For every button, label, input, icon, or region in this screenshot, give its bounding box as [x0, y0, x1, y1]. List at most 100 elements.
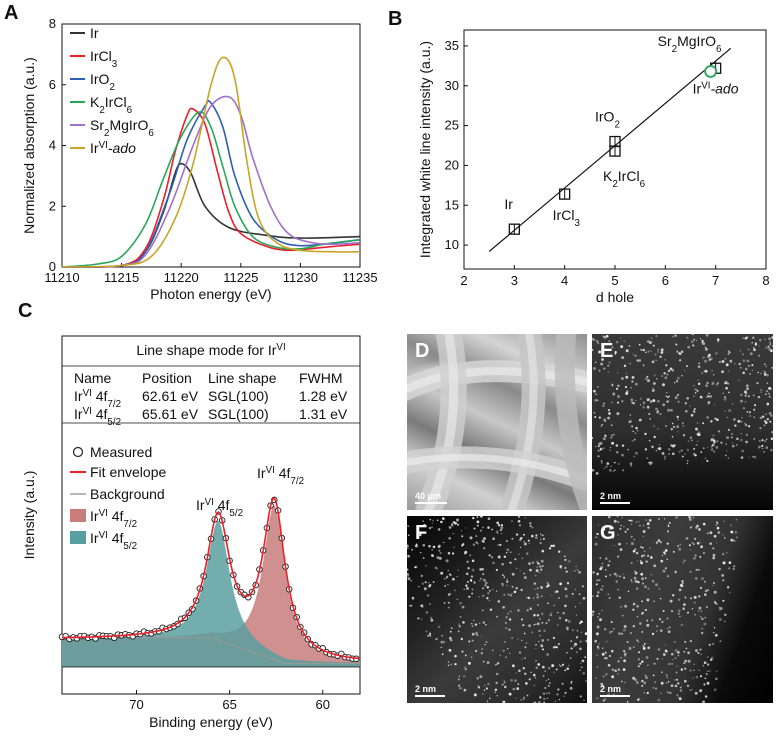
- atom-dot: [769, 341, 772, 343]
- atom-dot: [495, 590, 498, 592]
- atom-dot: [476, 520, 480, 524]
- atom-dot: [600, 682, 604, 686]
- atom-dot: [646, 619, 649, 622]
- atom-dot: [543, 629, 546, 632]
- atom-dot: [720, 607, 723, 610]
- atom-dot: [608, 560, 611, 563]
- atom-dot: [677, 612, 681, 615]
- atom-dot: [473, 693, 477, 697]
- atom-dot: [640, 554, 644, 558]
- atom-dot: [536, 595, 540, 599]
- atom-dot: [597, 616, 599, 618]
- atom-dot: [526, 694, 529, 697]
- atom-dot: [458, 675, 461, 677]
- atom-dot: [710, 448, 714, 451]
- atom-dot: [638, 524, 642, 527]
- atom-dot: [739, 366, 742, 369]
- atom-dot: [691, 542, 694, 545]
- atom-dot: [457, 684, 461, 688]
- atom-dot: [670, 408, 673, 412]
- atom-dot: [552, 544, 556, 548]
- atom-dot: [464, 666, 466, 668]
- legend-label-a: IrCl3: [90, 48, 118, 70]
- atom-dot: [596, 645, 599, 648]
- atom-dot: [484, 643, 486, 646]
- atom-dot: [728, 567, 731, 570]
- atom-dot: [430, 619, 434, 622]
- atom-dot: [655, 378, 658, 380]
- atom-dot: [593, 411, 596, 414]
- legend-label-a: IrO2: [90, 71, 115, 93]
- atom-dot: [709, 395, 713, 398]
- atom-dot: [522, 698, 525, 701]
- atom-dot: [565, 626, 569, 630]
- atom-dot: [703, 661, 707, 665]
- atom-dot: [538, 629, 541, 633]
- atom-dot: [474, 623, 478, 627]
- atom-dot: [460, 529, 463, 532]
- atom-dot: [509, 652, 511, 655]
- atom-dot: [676, 393, 680, 396]
- atom-dot: [452, 533, 454, 535]
- atom-dot: [713, 450, 716, 453]
- legend-label-a: K2IrCl6: [90, 94, 133, 116]
- legend-4f52-label: IrVI 4f5/2: [90, 530, 137, 552]
- atom-dot: [660, 559, 664, 563]
- atom-dot: [767, 392, 771, 395]
- atom-dot: [541, 534, 544, 537]
- atom-dot: [440, 640, 444, 644]
- atom-dot: [667, 369, 671, 373]
- atom-dot: [672, 335, 674, 338]
- atom-dot: [512, 687, 516, 691]
- atom-dot: [539, 533, 542, 535]
- atom-dot: [724, 620, 726, 623]
- atom-dot: [722, 599, 725, 602]
- atom-dot: [447, 601, 450, 604]
- atom-dot: [657, 428, 659, 430]
- atom-dot: [723, 537, 726, 539]
- atom-dot: [611, 384, 614, 387]
- atom-dot: [661, 671, 663, 674]
- atom-dot: [734, 531, 738, 534]
- atom-dot: [689, 570, 692, 573]
- atom-dot: [609, 446, 612, 449]
- atom-dot: [595, 536, 598, 539]
- x-tick-label-c: 60: [316, 697, 330, 712]
- atom-dot: [746, 411, 749, 413]
- atom-dot: [646, 340, 649, 343]
- atom-dot: [718, 360, 722, 364]
- atom-dot: [549, 682, 551, 684]
- atom-dot: [661, 451, 665, 455]
- atom-dot: [649, 418, 652, 420]
- atom-dot: [598, 579, 601, 582]
- atom-dot: [546, 697, 549, 700]
- atom-dot: [610, 465, 612, 467]
- atom-dot: [412, 596, 414, 599]
- atom-dot: [644, 377, 648, 381]
- atom-dot: [483, 540, 485, 543]
- fit-envelope-line: [62, 496, 361, 660]
- atom-dot: [771, 366, 773, 369]
- peak-fill-4f52: [62, 520, 360, 667]
- atom-dot: [605, 673, 608, 676]
- atom-dot: [708, 353, 711, 357]
- atom-dot: [598, 612, 601, 615]
- atom-dot: [753, 438, 755, 440]
- atom-dot: [537, 640, 540, 643]
- atom-dot: [463, 688, 467, 692]
- atom-dot: [645, 560, 648, 563]
- atom-dot: [518, 669, 521, 673]
- atom-dot: [428, 632, 432, 635]
- atom-dot: [712, 584, 714, 587]
- atom-dot: [611, 668, 615, 671]
- atom-dot: [642, 524, 645, 527]
- atom-dot: [669, 367, 673, 371]
- atom-dot: [697, 365, 701, 369]
- atom-dot: [540, 568, 543, 571]
- atom-dot: [680, 623, 683, 627]
- atom-dot: [768, 387, 771, 390]
- atom-dot: [713, 600, 717, 604]
- atom-dot: [407, 577, 411, 581]
- atom-dot: [751, 341, 753, 344]
- atom-dot: [431, 522, 433, 524]
